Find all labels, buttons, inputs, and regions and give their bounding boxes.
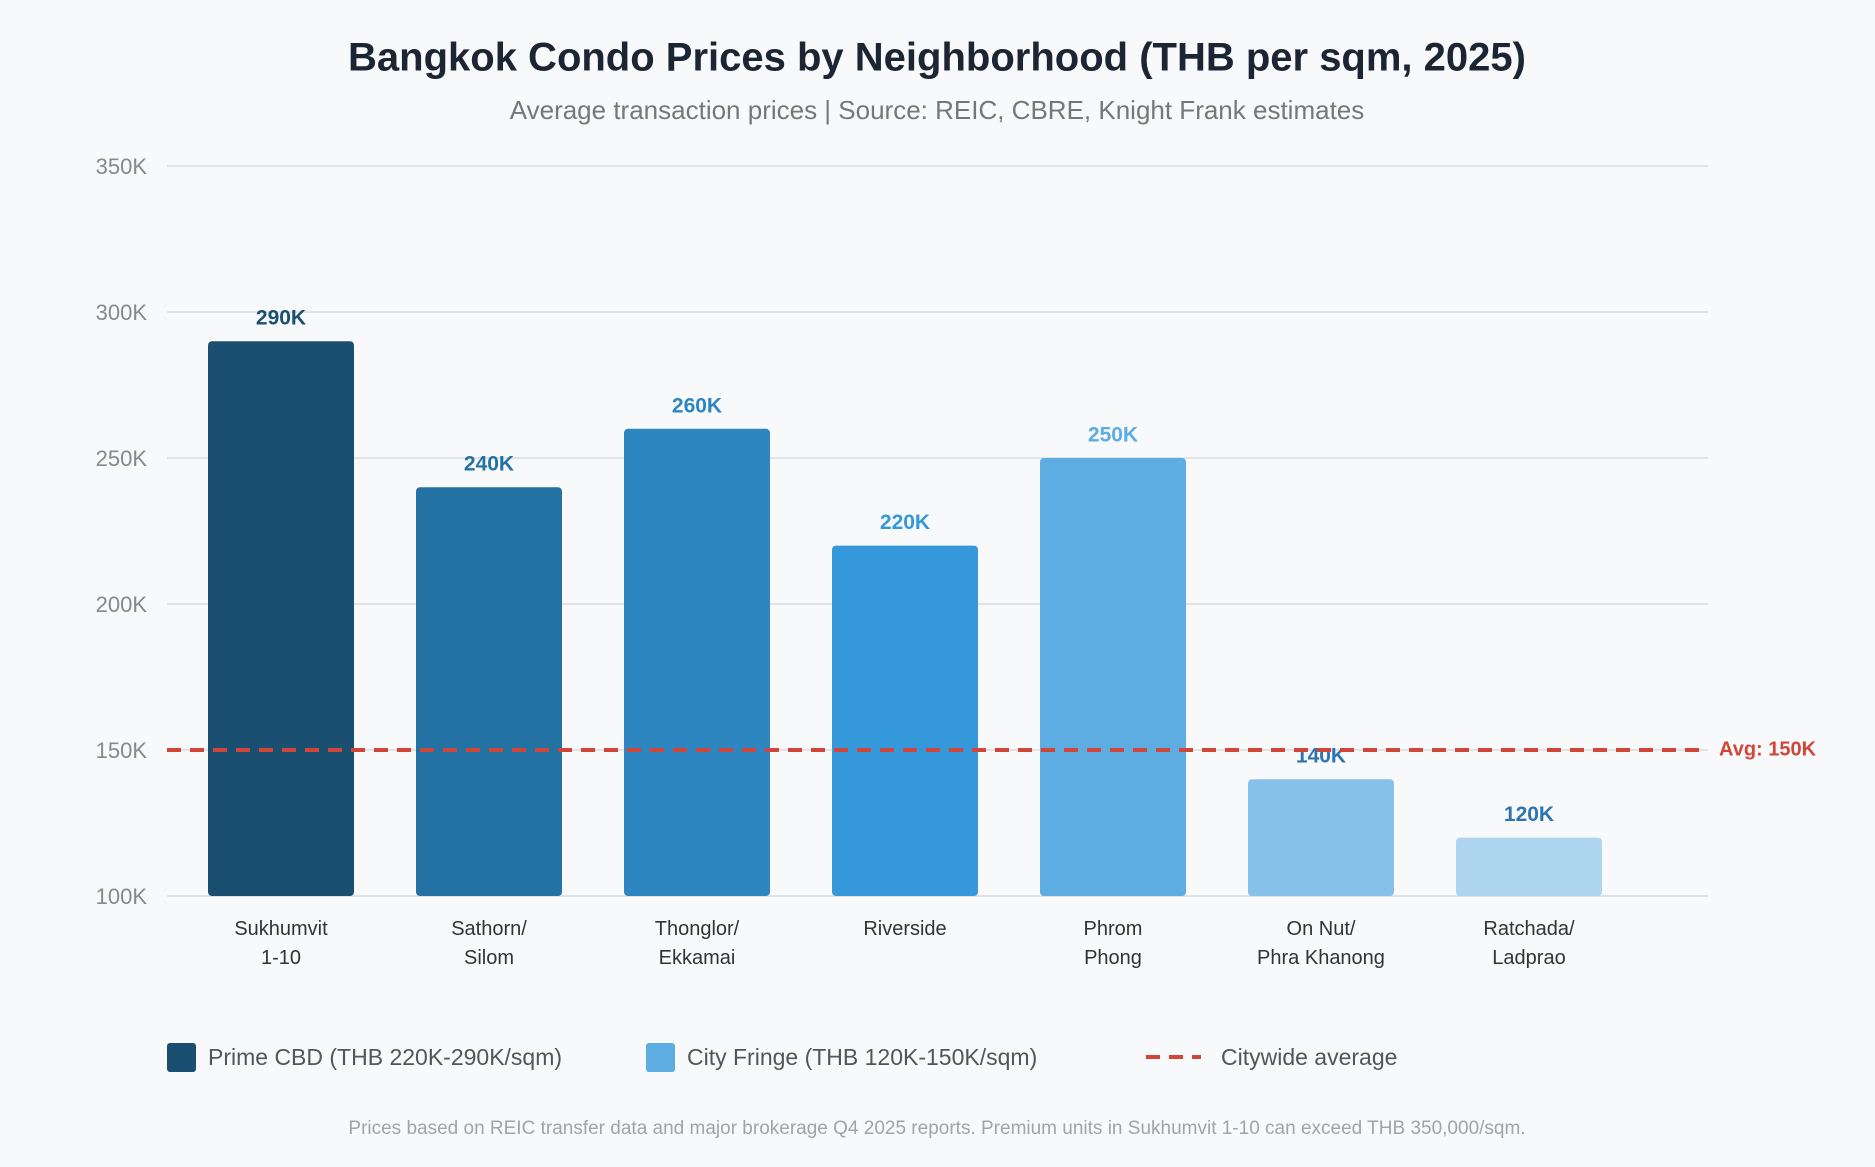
x-tick-label: Phrom Phong <box>1084 918 1143 969</box>
data-label: 140K <box>1296 745 1346 768</box>
bar <box>1248 779 1394 896</box>
chart-title: Bangkok Condo Prices by Neighborhood (TH… <box>348 36 1526 80</box>
legend-label: City Fringe (THB 120K-150K/sqm) <box>687 1044 1037 1070</box>
x-tick-label: Sathorn/Silom <box>451 918 527 969</box>
bar <box>1040 458 1186 896</box>
legend-label: Prime CBD (THB 220K-290K/sqm) <box>208 1044 562 1070</box>
legend-label: Citywide average <box>1221 1044 1397 1070</box>
x-tick-label: On Nut/Phra Khanong <box>1257 918 1385 969</box>
x-tick-label: Ratchada/Ladprao <box>1483 918 1575 969</box>
footnote: Prices based on REIC transfer data and m… <box>348 1118 1525 1139</box>
x-tick-label: Riverside <box>863 918 946 940</box>
bar <box>416 487 562 896</box>
y-tick-label: 100K <box>96 884 148 909</box>
data-label: 290K <box>256 307 306 330</box>
bar <box>832 545 978 896</box>
y-tick-label: 200K <box>96 592 148 617</box>
data-label: 120K <box>1504 803 1554 826</box>
legend-swatch <box>646 1043 675 1072</box>
x-tick-label: Thonglor/Ekkamai <box>655 918 740 969</box>
bar <box>208 341 354 896</box>
y-tick-label: 350K <box>96 154 148 179</box>
data-label: 220K <box>880 511 930 534</box>
data-label: 240K <box>464 453 514 476</box>
data-label: 260K <box>672 394 722 417</box>
bar <box>624 428 770 896</box>
legend-swatch <box>167 1043 196 1072</box>
y-tick-label: 300K <box>96 300 148 325</box>
reference-label: Avg: 150K <box>1719 738 1817 760</box>
y-tick-label: 250K <box>96 446 148 471</box>
data-label: 250K <box>1088 424 1138 447</box>
chart-subtitle: Average transaction prices | Source: REI… <box>510 95 1365 125</box>
x-tick-label: Sukhumvit 1-10 <box>234 918 328 969</box>
y-tick-label: 150K <box>96 738 148 763</box>
bar <box>1456 837 1602 896</box>
